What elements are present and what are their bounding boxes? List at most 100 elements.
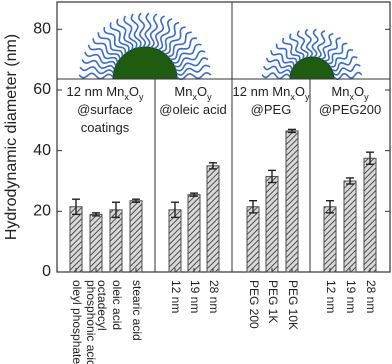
annotation-text: 12 nm Mn xyxy=(67,84,125,99)
annotation-text: O xyxy=(354,84,364,99)
subscript: y xyxy=(364,92,369,102)
ligand xyxy=(270,50,295,67)
subscript: y xyxy=(207,92,212,102)
ligand xyxy=(157,18,173,51)
x-tick-label: 28 nm xyxy=(364,280,378,313)
x-tick-label: PEG 200 xyxy=(247,280,261,329)
y-tick-label: 80 xyxy=(33,21,51,38)
ligand xyxy=(164,26,186,55)
ligand xyxy=(84,51,117,67)
ligand xyxy=(262,65,292,74)
ligand xyxy=(167,31,192,58)
error-bar xyxy=(288,128,296,134)
ligand xyxy=(327,42,348,65)
ligand xyxy=(282,37,301,62)
group-annotation: @PEG xyxy=(251,102,292,117)
bar xyxy=(265,175,279,273)
ligand xyxy=(317,29,326,59)
group-annotation: 12 nm MnxOy xyxy=(233,84,310,102)
ligand xyxy=(130,13,142,48)
x-tick-label: 19 nm xyxy=(344,280,358,313)
group-annotation: coatings xyxy=(81,120,130,135)
bar xyxy=(206,165,220,273)
ligand xyxy=(311,28,319,58)
annotation-text: O xyxy=(197,84,207,99)
annotation-text: @oleic acid xyxy=(159,102,226,117)
ligand xyxy=(137,12,147,48)
ligand xyxy=(176,64,211,76)
subscript: y xyxy=(139,92,144,102)
annotation-text: O xyxy=(295,84,305,99)
ligand xyxy=(81,58,116,70)
ligand xyxy=(78,72,114,80)
annotation-text: 12 nm Mn xyxy=(233,84,291,99)
ligand xyxy=(175,57,209,72)
group-annotation: @PEG200 xyxy=(319,102,381,117)
group-annotation: MnxOy xyxy=(331,84,369,102)
error-bar xyxy=(171,201,179,219)
error-bar xyxy=(268,169,276,184)
ligand xyxy=(173,50,206,68)
ligand xyxy=(289,33,305,60)
y-tick-label: 0 xyxy=(42,263,51,280)
bar xyxy=(343,180,357,273)
x-tick-label: 12 nm xyxy=(324,280,338,313)
ligand xyxy=(103,26,127,54)
y-axis-label: Hydrodynamic diameter (nm) xyxy=(3,34,20,240)
annotation-text: Mn xyxy=(174,84,192,99)
ligand xyxy=(170,37,198,61)
error-bar xyxy=(112,201,120,219)
y-tick-label: 60 xyxy=(33,81,51,98)
x-tick-label: octadecyl xyxy=(95,280,109,331)
group-annotation: MnxOy xyxy=(174,84,212,102)
x-tick-label: oleic acid xyxy=(110,280,124,330)
bar xyxy=(187,194,201,273)
particle-core xyxy=(112,46,178,80)
ligand xyxy=(116,18,134,51)
subscript: y xyxy=(305,92,310,102)
ligand xyxy=(275,43,298,64)
group-annotation: 12 nm MnxOy xyxy=(67,84,144,102)
group-annotation: @surface xyxy=(77,102,133,117)
ligand xyxy=(154,15,166,50)
error-bar xyxy=(92,212,100,217)
illustrations xyxy=(78,12,363,81)
annotation-text: @PEG xyxy=(251,102,292,117)
error-bar xyxy=(72,198,80,216)
ligand xyxy=(329,49,354,68)
ligand xyxy=(92,38,121,60)
error-bar xyxy=(190,192,198,197)
x-tick-label: PEG 10K xyxy=(286,280,300,330)
ligand xyxy=(321,32,334,60)
plot-frame xyxy=(56,1,391,273)
ligand xyxy=(265,57,293,70)
x-tick-label: PEG 1K xyxy=(266,280,280,323)
error-bar xyxy=(132,198,140,203)
bar xyxy=(285,130,299,273)
x-tick-label: 28 nm xyxy=(207,280,221,313)
ligand xyxy=(97,32,124,57)
ligand xyxy=(87,44,119,63)
x-tick-label: 19 nm xyxy=(188,280,202,313)
x-tick-label: stearic acid xyxy=(130,280,144,341)
y-tick-label: 40 xyxy=(33,142,51,159)
annotation-text: @PEG200 xyxy=(319,102,381,117)
bar xyxy=(246,206,260,273)
ligand xyxy=(332,63,361,76)
annotation-text: Mn xyxy=(331,84,349,99)
bar xyxy=(323,206,337,273)
ligand xyxy=(304,28,314,58)
subscript: x xyxy=(290,92,295,102)
ligand xyxy=(331,56,358,72)
ligand xyxy=(79,66,115,75)
y-tick-label: 20 xyxy=(33,203,51,220)
x-tick-label: 12 nm xyxy=(169,280,183,313)
annotation-text: coatings xyxy=(81,120,130,135)
annotation-text: O xyxy=(129,84,139,99)
ligand xyxy=(296,30,309,59)
error-bar xyxy=(346,177,354,185)
bar xyxy=(363,157,377,273)
particle-core xyxy=(289,56,335,80)
ligand xyxy=(261,72,291,80)
